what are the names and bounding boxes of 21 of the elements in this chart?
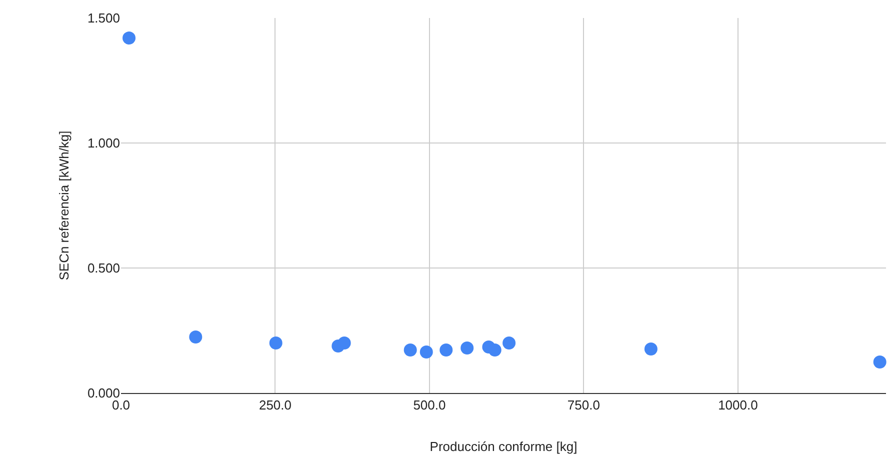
point	[873, 356, 886, 368]
point	[488, 344, 502, 356]
y-axis-title: SECn referencia [kWh/kg]	[56, 130, 72, 280]
point	[269, 336, 282, 350]
point	[404, 344, 417, 356]
point	[189, 330, 202, 344]
point	[644, 342, 658, 356]
y-tick-label: 0.500	[87, 260, 120, 276]
x-tick-label: 500.0	[413, 398, 446, 413]
point	[338, 336, 351, 350]
x-axis-title: Producción conforme [kg]	[430, 439, 578, 454]
x-tick-label: 750.0	[567, 398, 600, 413]
y-tick-label: 1.500	[87, 10, 120, 26]
x-tick-label: 250.0	[258, 398, 292, 413]
point	[502, 336, 516, 350]
point	[440, 344, 453, 356]
y-tick-label: 1.000	[87, 136, 120, 151]
x-tick-label: 1000.0	[718, 398, 758, 413]
point	[420, 346, 433, 358]
point	[460, 342, 474, 354]
point	[122, 32, 136, 44]
